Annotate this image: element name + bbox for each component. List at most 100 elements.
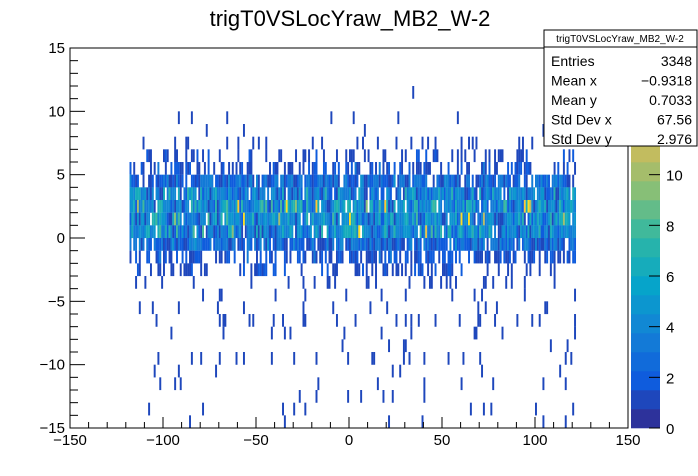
bin	[278, 238, 281, 251]
bin	[497, 174, 500, 188]
bin	[505, 174, 508, 188]
bin	[559, 212, 562, 226]
bin	[421, 263, 424, 277]
bin	[311, 162, 314, 175]
bin	[241, 225, 244, 239]
bin	[170, 162, 173, 175]
bin	[527, 162, 530, 175]
bin	[181, 225, 184, 239]
bin	[445, 276, 448, 289]
bin	[469, 402, 472, 416]
bin	[149, 174, 152, 188]
bin	[371, 225, 374, 239]
bin	[352, 111, 355, 125]
bin	[397, 187, 400, 201]
bin	[555, 174, 558, 188]
bin	[350, 238, 353, 251]
bin	[257, 136, 260, 150]
bin	[244, 200, 247, 213]
stats-box-frame	[543, 29, 698, 147]
bin	[349, 212, 351, 226]
bin	[241, 238, 244, 251]
bin	[144, 187, 147, 201]
bin	[395, 263, 398, 277]
bin	[211, 212, 214, 226]
bin	[386, 174, 389, 188]
bin	[228, 200, 231, 213]
bin	[384, 200, 387, 213]
bin	[393, 174, 396, 188]
bin	[168, 212, 171, 226]
bin	[566, 225, 569, 239]
bin	[382, 187, 385, 201]
bin	[562, 162, 565, 175]
bin	[425, 174, 428, 188]
bin	[488, 187, 491, 201]
bin	[503, 250, 506, 264]
bin	[222, 174, 225, 188]
y-tick-label: 0	[57, 230, 65, 247]
bin	[291, 187, 294, 201]
bin	[272, 225, 275, 239]
bin	[510, 225, 513, 239]
bin	[231, 212, 234, 226]
bin	[322, 238, 325, 251]
bin	[516, 174, 519, 188]
bin	[298, 390, 301, 403]
bin	[501, 200, 504, 213]
color-bar-band	[631, 390, 660, 410]
bin	[265, 238, 268, 251]
bin	[200, 187, 203, 201]
bin	[380, 212, 383, 226]
bin	[518, 225, 521, 239]
bin	[523, 162, 526, 175]
bin	[557, 162, 560, 175]
bin	[280, 212, 283, 226]
bin	[129, 238, 132, 251]
bin	[512, 212, 515, 226]
bin	[356, 212, 359, 226]
bin	[570, 225, 573, 239]
bin	[254, 212, 257, 226]
bin	[477, 314, 480, 327]
bin	[349, 149, 351, 163]
bin	[341, 187, 344, 201]
bin	[272, 162, 275, 175]
bin	[399, 187, 402, 201]
bin	[270, 326, 273, 340]
bin	[391, 174, 394, 188]
bin	[259, 263, 262, 277]
bin	[521, 225, 524, 239]
bin	[163, 174, 165, 188]
bin	[198, 200, 201, 213]
bin	[347, 200, 350, 213]
bin	[313, 187, 316, 201]
bin	[559, 225, 562, 239]
bin	[527, 187, 530, 201]
bin	[401, 174, 404, 188]
bin	[356, 136, 359, 150]
bin	[488, 212, 491, 226]
bin	[322, 149, 325, 163]
bin	[220, 225, 223, 239]
bin	[410, 314, 413, 327]
bin	[549, 200, 552, 213]
bin	[209, 200, 212, 213]
bin	[229, 174, 232, 188]
bin	[187, 187, 190, 201]
bin	[440, 200, 443, 213]
bin	[510, 162, 513, 175]
bin	[306, 212, 309, 226]
bin	[185, 263, 188, 277]
bin	[235, 187, 238, 201]
bin	[248, 162, 251, 175]
bin	[289, 225, 292, 239]
bin	[544, 250, 547, 264]
bin	[445, 212, 448, 226]
bin	[222, 326, 225, 340]
z-tick-label: 2	[666, 370, 674, 387]
bin	[559, 200, 562, 213]
bin	[157, 238, 160, 251]
bin	[495, 250, 498, 264]
bin	[410, 263, 413, 277]
